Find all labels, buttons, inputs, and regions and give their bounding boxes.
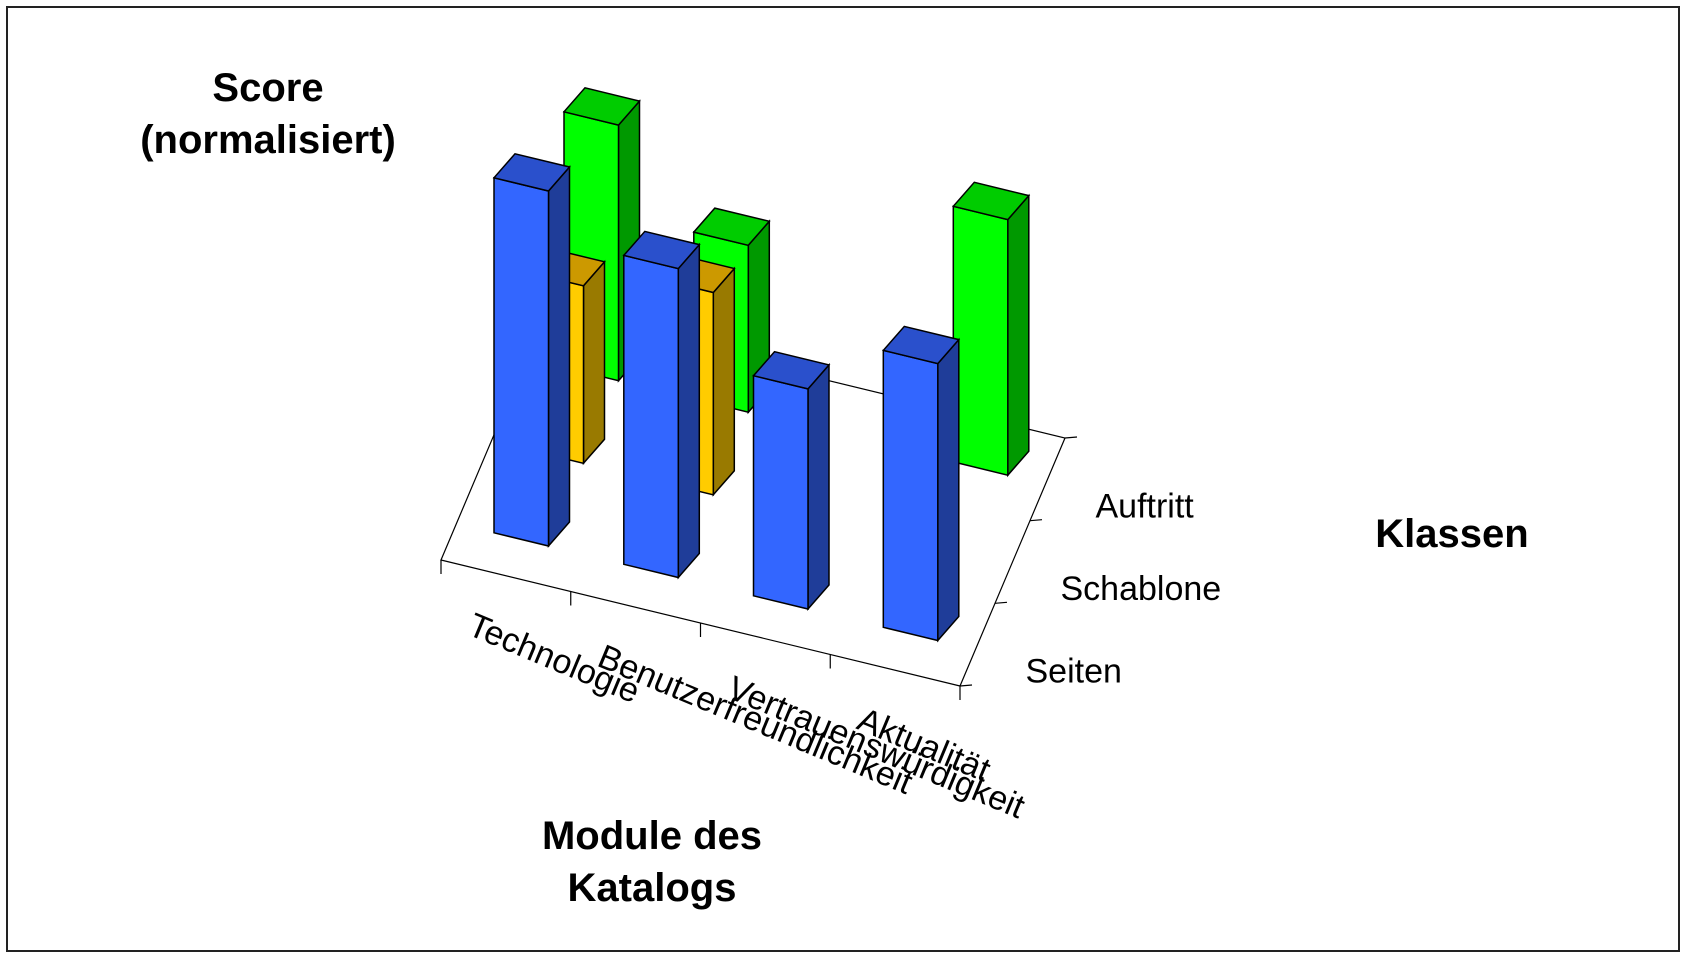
bar-front: [493, 176, 550, 547]
bar-auftritt-4: [951, 181, 1031, 478]
z-tick-label: Seiten: [1026, 653, 1122, 691]
x-axis-title-line1: Module des: [542, 814, 762, 858]
z-tick-label: Schablone: [1061, 570, 1222, 608]
bar-seiten-3: [752, 350, 831, 611]
z-tick-mark: [959, 684, 973, 687]
bar-side: [677, 242, 701, 580]
bar-top: [752, 350, 831, 390]
bar-side: [582, 259, 606, 466]
bar-seiten-1: [492, 152, 571, 548]
bar-front: [952, 205, 1009, 477]
bar-seiten-4: [881, 325, 961, 643]
bar-top: [692, 207, 771, 247]
bar-side: [937, 337, 960, 643]
y-axis-title-line1: Score: [212, 66, 323, 110]
bar-front: [623, 254, 680, 579]
bar-top: [881, 325, 961, 365]
z-axis-title: Klassen: [1375, 512, 1528, 556]
chart-frame: [6, 6, 1680, 952]
bar-side: [1007, 193, 1030, 478]
bar-top: [492, 152, 571, 192]
bar-seiten-2: [622, 230, 701, 580]
bar-side: [547, 165, 571, 548]
bar-side: [807, 362, 830, 611]
z-tick-label: Auftritt: [1096, 487, 1195, 525]
bar-top: [951, 181, 1031, 221]
x-axis-title-line2: Katalogs: [568, 866, 737, 910]
z-tick-mark: [1029, 519, 1043, 522]
chart-bars: [492, 86, 1031, 643]
bar-side: [712, 266, 736, 497]
bar-front: [752, 374, 809, 610]
z-tick-mark: [994, 601, 1008, 604]
bar-front: [882, 349, 939, 642]
z-tick-mark: [1064, 436, 1078, 439]
bar-top: [562, 86, 641, 126]
x-tick-label: Vertrauenswürdigkeit: [722, 669, 1030, 826]
bar-top: [622, 230, 701, 270]
y-axis-title-line2: (normalisiert): [140, 118, 396, 162]
